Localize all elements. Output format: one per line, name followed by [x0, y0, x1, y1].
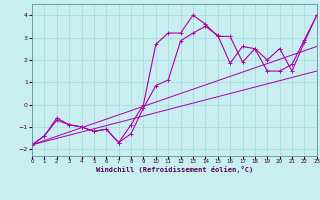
X-axis label: Windchill (Refroidissement éolien,°C): Windchill (Refroidissement éolien,°C): [96, 166, 253, 173]
